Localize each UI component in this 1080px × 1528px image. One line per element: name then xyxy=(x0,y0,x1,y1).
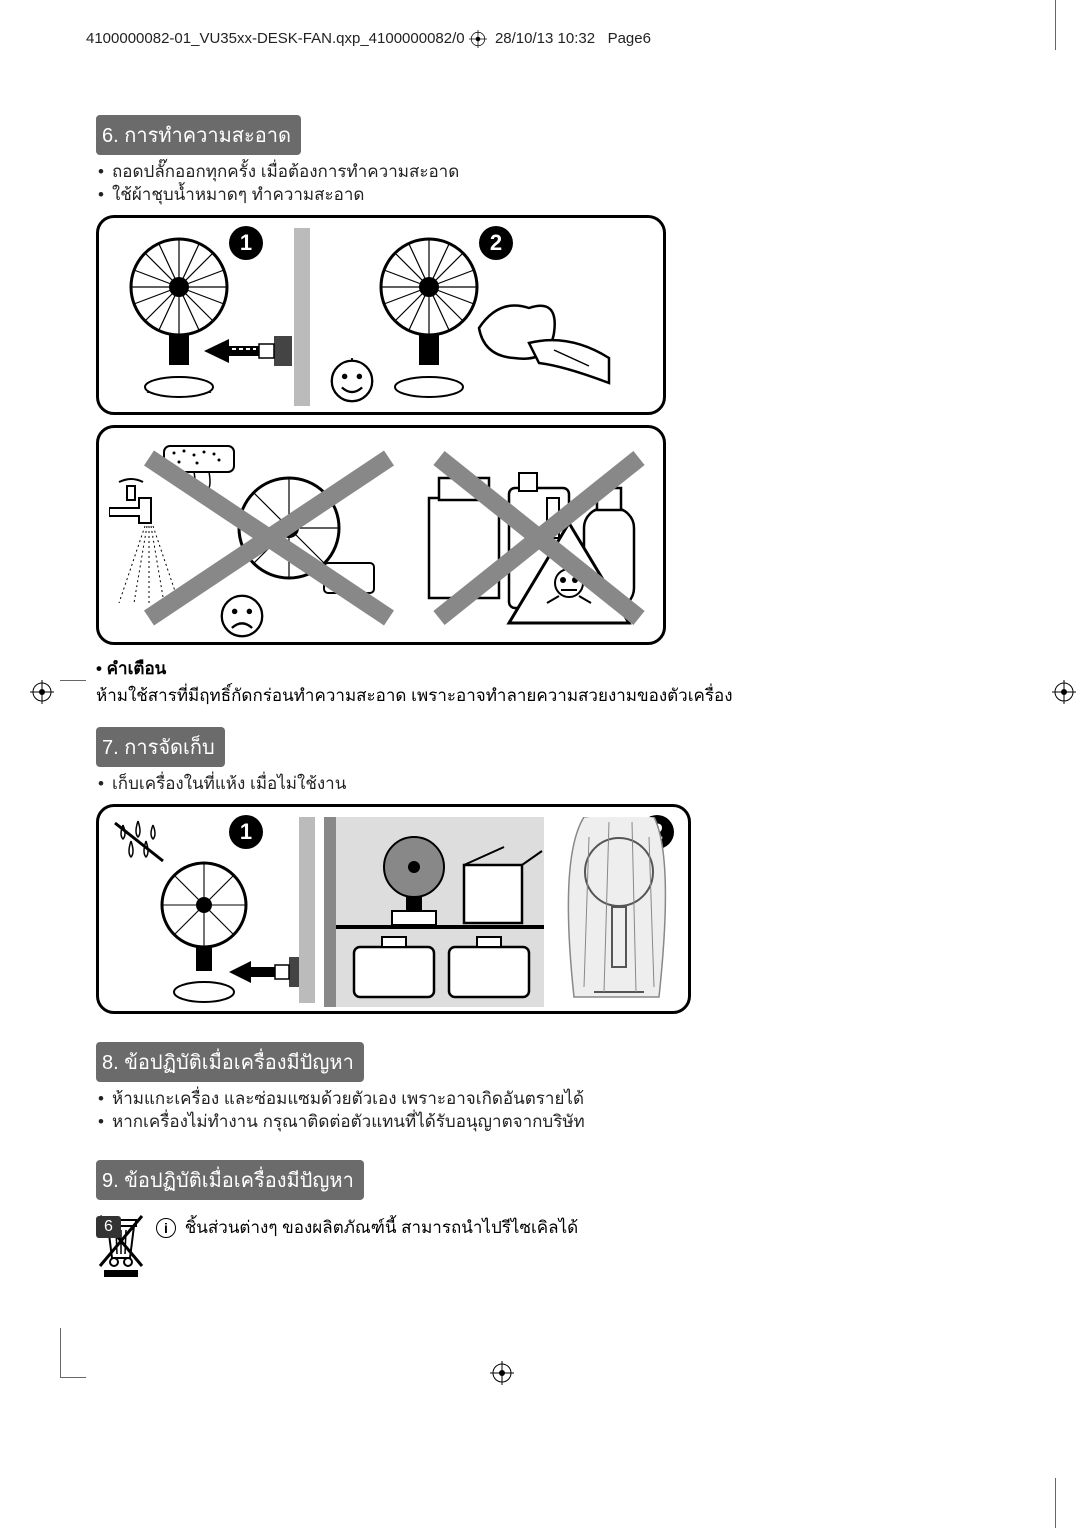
section-9-body: i ชิ้นส่วนต่างๆ ของผลิตภัณฑ์นี้ สามารถนำ… xyxy=(96,1212,906,1278)
section-8-bullets: ห้ามแกะเครื่อง และซ่อมแซมด้วยตัวเอง เพรา… xyxy=(96,1088,906,1134)
crop-mark xyxy=(1055,1478,1056,1528)
warning-label: • คำเตือน xyxy=(96,659,166,678)
recycle-text: ชิ้นส่วนต่างๆ ของผลิตภัณฑ์นี้ สามารถนำไป… xyxy=(185,1218,578,1237)
crop-mark xyxy=(60,680,86,681)
page-number: 6 xyxy=(96,1216,121,1238)
doc-id: 4100000082-01_VU35xx-DESK-FAN.qxp_410000… xyxy=(86,30,465,47)
section-6-warning: • คำเตือน ห้ามใช้สารที่มีฤทธิ์กัดกร่อนทำ… xyxy=(96,655,906,709)
unplug-arrow-icon xyxy=(229,957,309,987)
crop-mark xyxy=(1055,0,1056,50)
fan-icon xyxy=(119,232,239,402)
bullet-item: ห้ามแกะเครื่อง และซ่อมแซมด้วยตัวเอง เพรา… xyxy=(96,1088,906,1111)
page-content: 6. การทำความสะอาด ถอดปลั๊กออกทุกครั้ง เม… xyxy=(96,115,906,1278)
section-8-header: 8. ข้อปฏิบัติเมื่อเครื่องมีปัญหา xyxy=(96,1042,364,1082)
section-6-header: 6. การทำความสะอาด xyxy=(96,115,301,155)
unplug-arrow-icon xyxy=(204,336,294,366)
doc-page-marker: Page6 xyxy=(608,30,651,47)
illustration-cleaning-prohibited xyxy=(96,425,666,645)
smiley-face-icon xyxy=(329,358,375,409)
section-7-bullets: เก็บเครื่องในที่แห้ง เมื่อไม่ใช้งาน xyxy=(96,773,906,796)
recycle-line: i ชิ้นส่วนต่างๆ ของผลิตภัณฑ์นี้ สามารถนำ… xyxy=(156,1212,578,1241)
cross-icon xyxy=(139,448,399,628)
section-9-header: 9. ข้อปฏิบัติเมื่อเครื่องมีปัญหา xyxy=(96,1160,364,1200)
covered-fan-icon xyxy=(554,817,684,1007)
warning-text: ห้ามใช้สารที่มีฤทธิ์กัดกร่อนทำความสะอาด … xyxy=(96,686,733,705)
cross-icon xyxy=(429,448,649,628)
sad-face-icon xyxy=(219,593,265,644)
illustration-storage: 1 2 xyxy=(96,804,691,1014)
hand-cloth-icon xyxy=(469,288,619,388)
crop-mark xyxy=(60,1328,86,1378)
bullet-item: เก็บเครื่องในที่แห้ง เมื่อไม่ใช้งาน xyxy=(96,773,906,796)
section-6-bullets: ถอดปลั๊กออกทุกครั้ง เมื่อต้องการทำความสะ… xyxy=(96,161,906,207)
register-mark-left xyxy=(30,680,54,709)
register-mark-bottom xyxy=(490,1361,514,1390)
bullet-item: หากเครื่องไม่ทำงาน กรุณาติดต่อตัวแทนที่ไ… xyxy=(96,1111,906,1134)
section-7-header: 7. การจัดเก็บ xyxy=(96,727,225,767)
divider xyxy=(294,228,310,406)
divider xyxy=(299,817,315,1003)
shelf-icon xyxy=(324,817,544,1007)
info-icon: i xyxy=(156,1218,176,1238)
bullet-item: ใช้ผ้าชุบน้ำหมาดๆ ทำความสะอาด xyxy=(96,184,906,207)
badge-1: 1 xyxy=(229,815,263,849)
register-mark-icon xyxy=(469,30,487,48)
bullet-item: ถอดปลั๊กออกทุกครั้ง เมื่อต้องการทำความสะ… xyxy=(96,161,906,184)
illustration-cleaning-ok: 1 2 xyxy=(96,215,666,415)
register-mark-right xyxy=(1052,680,1076,709)
doc-header: 4100000082-01_VU35xx-DESK-FAN.qxp_410000… xyxy=(86,30,651,48)
doc-datetime: 28/10/13 10:32 xyxy=(495,30,595,47)
